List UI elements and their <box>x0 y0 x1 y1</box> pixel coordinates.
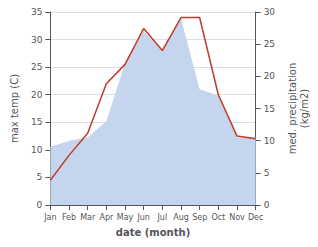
svg-text:Apr: Apr <box>99 213 114 222</box>
svg-text:max temp (C): max temp (C) <box>9 74 20 143</box>
svg-text:Mar: Mar <box>80 213 96 222</box>
svg-text:5: 5 <box>37 172 43 182</box>
svg-text:May: May <box>117 213 134 222</box>
svg-text:Jan: Jan <box>43 213 56 222</box>
svg-text:Aug: Aug <box>173 213 189 222</box>
svg-text:med. precipitation: med. precipitation <box>287 63 298 155</box>
svg-text:Jun: Jun <box>136 213 150 222</box>
svg-text:15: 15 <box>31 117 42 127</box>
svg-text:10: 10 <box>264 136 276 146</box>
svg-text:5: 5 <box>264 168 270 178</box>
svg-text:date (month): date (month) <box>116 227 190 238</box>
svg-text:30: 30 <box>31 35 43 45</box>
svg-text:20: 20 <box>31 90 43 100</box>
svg-text:Nov: Nov <box>229 213 245 222</box>
svg-text:0: 0 <box>37 200 43 210</box>
svg-text:10: 10 <box>31 145 43 155</box>
svg-text:(kg/m2): (kg/m2) <box>299 89 310 129</box>
svg-text:Dec: Dec <box>248 213 263 222</box>
svg-text:Sep: Sep <box>192 213 207 222</box>
svg-text:25: 25 <box>31 62 42 72</box>
svg-text:0: 0 <box>264 200 270 210</box>
svg-text:Oct: Oct <box>211 213 225 222</box>
svg-text:Jul: Jul <box>157 213 168 222</box>
svg-text:30: 30 <box>264 7 276 17</box>
svg-text:25: 25 <box>264 39 275 49</box>
svg-text:35: 35 <box>31 7 42 17</box>
svg-text:20: 20 <box>264 71 276 81</box>
svg-text:Feb: Feb <box>62 213 76 222</box>
svg-text:15: 15 <box>264 104 275 114</box>
